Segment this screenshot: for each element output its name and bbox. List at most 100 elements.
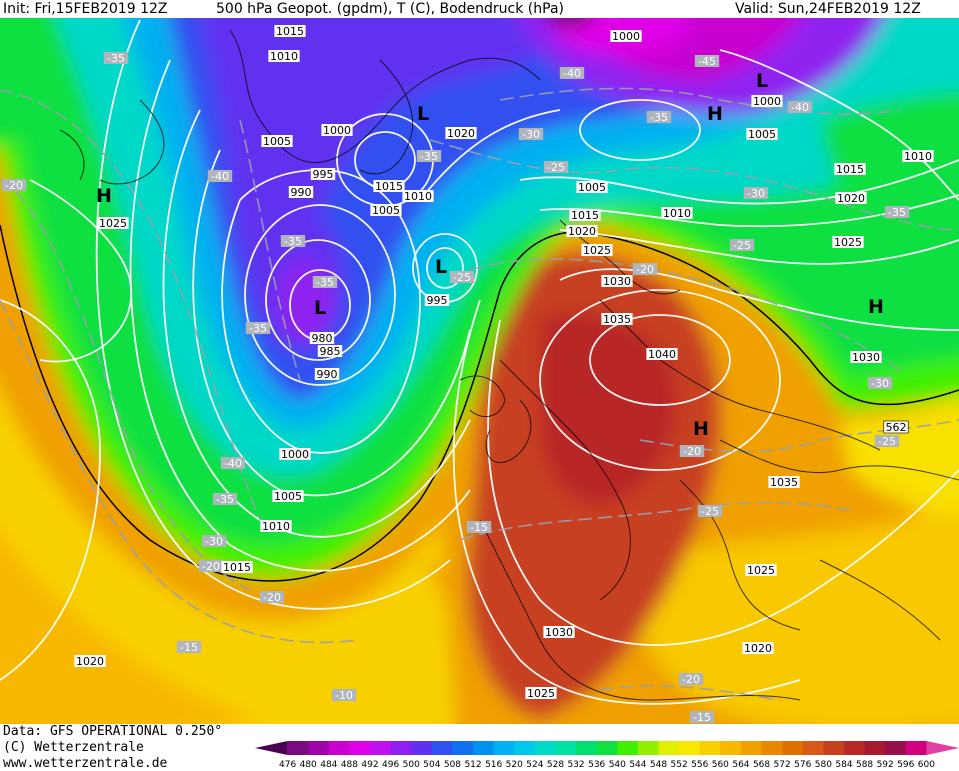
svg-text:990: 990 <box>291 186 312 199</box>
colorbar-tick-label: 492 <box>361 760 378 770</box>
svg-text:-35: -35 <box>316 276 334 289</box>
svg-text:-35: -35 <box>420 150 438 163</box>
pressure-label: 1035 <box>768 476 800 489</box>
colorbar-segment <box>761 741 783 755</box>
svg-text:-30: -30 <box>522 128 540 141</box>
colorbar-segment <box>534 741 556 755</box>
temperature-label: -35 <box>646 111 672 124</box>
svg-text:1005: 1005 <box>263 135 291 148</box>
svg-text:-20: -20 <box>5 179 23 192</box>
website-url: www.wetterzentrale.de <box>3 756 168 771</box>
colorbar-segment <box>452 741 474 755</box>
temperature-label: -25 <box>543 161 569 174</box>
svg-text:1015: 1015 <box>223 561 251 574</box>
svg-text:1010: 1010 <box>262 520 290 533</box>
pressure-label: 1040 <box>646 348 678 361</box>
colorbar-tick-label: 488 <box>341 760 358 770</box>
svg-text:-25: -25 <box>733 239 751 252</box>
pressure-label: 1015 <box>569 209 601 222</box>
colorbar-tick-label: 500 <box>403 760 420 770</box>
pressure-label: 1030 <box>850 351 882 364</box>
pressure-centers: H L L H L H H L <box>96 70 884 440</box>
colorbar-segment <box>740 741 763 755</box>
pressure-label: 1020 <box>835 192 867 205</box>
pressure-label: 985 <box>317 345 343 358</box>
pressure-label: 1025 <box>832 236 864 249</box>
svg-text:-35: -35 <box>216 493 234 506</box>
pressure-label: 1005 <box>576 181 608 194</box>
pressure-label: 1030 <box>543 626 575 639</box>
svg-text:990: 990 <box>317 368 338 381</box>
colorbar-tick-label: 588 <box>856 760 873 770</box>
temperature-label: -40 <box>787 101 813 114</box>
svg-text:-30: -30 <box>747 187 765 200</box>
colorbar-segment <box>637 741 660 755</box>
colorbar-tick-label: 508 <box>444 760 461 770</box>
colorbar-segment <box>617 741 639 755</box>
colorbar-tick-label: 580 <box>815 760 832 770</box>
pressure-label: 1035 <box>601 313 633 326</box>
svg-text:1020: 1020 <box>447 127 475 140</box>
temperature-label: -25 <box>697 505 723 518</box>
svg-text:1005: 1005 <box>274 490 302 503</box>
colorbar-tick-label: 528 <box>547 760 564 770</box>
high-pressure-marker: H <box>868 296 884 318</box>
colorbar-tick-label: 516 <box>485 760 502 770</box>
pressure-label: 980 <box>309 332 335 345</box>
svg-text:1015: 1015 <box>571 209 599 222</box>
svg-text:1025: 1025 <box>99 217 127 230</box>
valid-time: Valid: Sun,24FEB2019 12Z <box>735 1 921 17</box>
temperature-label: -35 <box>280 235 306 248</box>
map-title: 500 hPa Geopot. (gpdm), T (C), Bodendruc… <box>216 1 564 17</box>
pressure-label: 1020 <box>74 655 106 668</box>
colorbar-tick-label: 512 <box>464 760 481 770</box>
svg-text:1010: 1010 <box>663 207 691 220</box>
temperature-label: -40 <box>220 457 246 470</box>
colorbar-tick-label: 552 <box>671 760 688 770</box>
svg-text:-20: -20 <box>202 560 220 573</box>
pressure-label: 1025 <box>581 244 613 257</box>
svg-text:1015: 1015 <box>836 163 864 176</box>
colorbar-tick-label: 524 <box>526 760 543 770</box>
colorbar-segment <box>843 741 866 755</box>
svg-text:-25: -25 <box>701 505 719 518</box>
colorbar-tick-label: 520 <box>506 760 523 770</box>
colorbar-tick-label: 584 <box>835 760 852 770</box>
temperature-label: -20 <box>198 560 224 573</box>
pressure-label: 1025 <box>97 217 129 230</box>
temperature-label: -25 <box>729 239 755 252</box>
svg-text:562: 562 <box>886 421 907 434</box>
colorbar-segment <box>390 741 412 755</box>
pressure-label: 1010 <box>268 50 300 63</box>
colorbar-tick-label: 596 <box>897 760 914 770</box>
colorbar-segment <box>576 741 598 755</box>
colorbar-segment <box>596 741 618 755</box>
svg-text:1025: 1025 <box>747 564 775 577</box>
colorbar-segment <box>679 741 701 755</box>
colorbar-segment <box>926 741 959 755</box>
colorbar-segment <box>308 741 330 755</box>
colorbar-segment <box>473 741 495 755</box>
svg-text:-45: -45 <box>698 55 716 68</box>
geopotential-labels: 562 <box>883 420 909 434</box>
colorbar-segment <box>255 741 288 755</box>
svg-text:-25: -25 <box>453 271 471 284</box>
colorbar-tick-label: 484 <box>320 760 337 770</box>
svg-text:995: 995 <box>427 294 448 307</box>
svg-text:-25: -25 <box>878 435 896 448</box>
svg-text:1020: 1020 <box>568 225 596 238</box>
colorbar-tick-label: 536 <box>588 760 605 770</box>
svg-text:-40: -40 <box>211 170 229 183</box>
colorbar-tick-label: 544 <box>629 760 646 770</box>
colorbar-segment <box>782 741 804 755</box>
colorbar-segment <box>802 741 824 755</box>
svg-text:1005: 1005 <box>372 204 400 217</box>
colorbar-segment <box>493 741 515 755</box>
colorbar-tick-label: 576 <box>794 760 811 770</box>
svg-text:-35: -35 <box>888 206 906 219</box>
colorbar-segment <box>411 741 433 755</box>
colorbar-segment <box>658 741 680 755</box>
colorbar-segment <box>431 741 453 755</box>
svg-text:1000: 1000 <box>323 124 351 137</box>
